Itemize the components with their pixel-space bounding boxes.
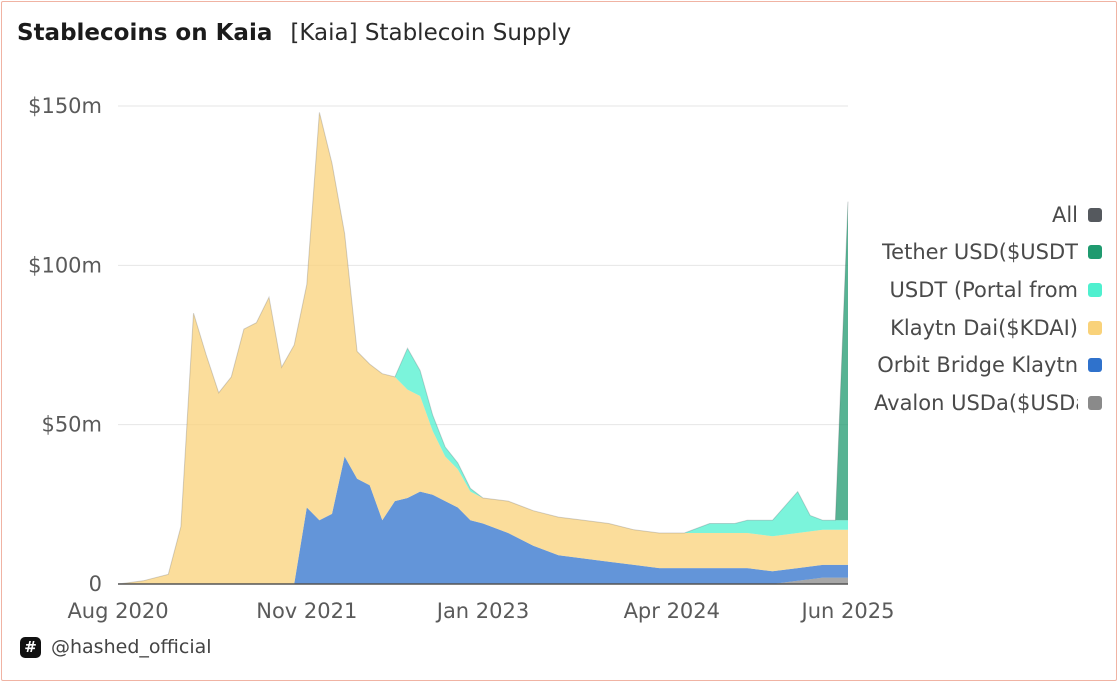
legend-label: Orbit Bridge Klaytn: [877, 353, 1078, 378]
legend-label: All: [1051, 202, 1078, 227]
legend-swatch: [1088, 245, 1102, 260]
chart-header: Stablecoins on Kaia [Kaia] Stablecoin Su…: [17, 20, 571, 52]
chart-title: [Kaia] Stablecoin Supply: [290, 20, 572, 46]
legend-swatch: [1088, 282, 1102, 297]
y-tick-label: $100m: [28, 253, 102, 277]
account-handle[interactable]: @hashed_official: [51, 636, 212, 658]
y-tick-label: 0: [89, 572, 102, 596]
legend-swatch: [1088, 358, 1102, 373]
x-tick-label: Apr 2024: [624, 599, 720, 623]
dashboard-title: Stablecoins on Kaia: [17, 20, 273, 46]
legend-swatch: [1088, 395, 1102, 410]
hashed-logo-icon: #: [20, 636, 41, 658]
x-tick-label: Aug 2020: [67, 599, 168, 623]
y-tick-label: $50m: [41, 413, 102, 437]
legend-label: USDT (Portal from: [889, 277, 1078, 302]
x-tick-label: Jun 2025: [800, 599, 895, 623]
x-tick-label: Nov 2021: [256, 599, 357, 623]
legend-label: Tether USD($USDT: [881, 240, 1078, 265]
legend-item-tether-usd[interactable]: Tether USD($USDT: [866, 234, 1102, 272]
y-tick-label: $150m: [28, 94, 102, 118]
area-series-orbit-bridge-klaytn: [118, 456, 848, 584]
legend-swatch: [1088, 320, 1102, 335]
legend-item-klaytn-dai[interactable]: Klaytn Dai($KDAI): [866, 309, 1102, 347]
legend-item-avalon-usda[interactable]: Avalon USDa($USDa: [866, 384, 1102, 422]
area-layer: [117, 112, 849, 585]
legend-item-usdt-portal[interactable]: USDT (Portal from: [866, 271, 1102, 309]
chart-legend: All Tether USD($USDT USDT (Portal from K…: [866, 196, 1102, 422]
legend-label: Klaytn Dai($KDAI): [890, 315, 1078, 340]
x-tick-label: Jan 2023: [435, 599, 530, 623]
legend-item-orbit-bridge[interactable]: Orbit Bridge Klaytn: [866, 346, 1102, 384]
legend-swatch: [1088, 207, 1102, 222]
axis-layer: 0 $50m $100m $150m Aug 2020 Nov 2021 Jan 2023 A…: [28, 94, 894, 623]
grid-layer: [118, 105, 848, 426]
line-series-all: [117, 112, 849, 585]
legend-item-all[interactable]: All: [866, 196, 1102, 234]
footer: # @hashed_official: [20, 636, 212, 658]
area-series-klaytn-dai-kdai: [118, 112, 848, 585]
legend-label: Avalon USDa($USDa: [874, 390, 1078, 415]
